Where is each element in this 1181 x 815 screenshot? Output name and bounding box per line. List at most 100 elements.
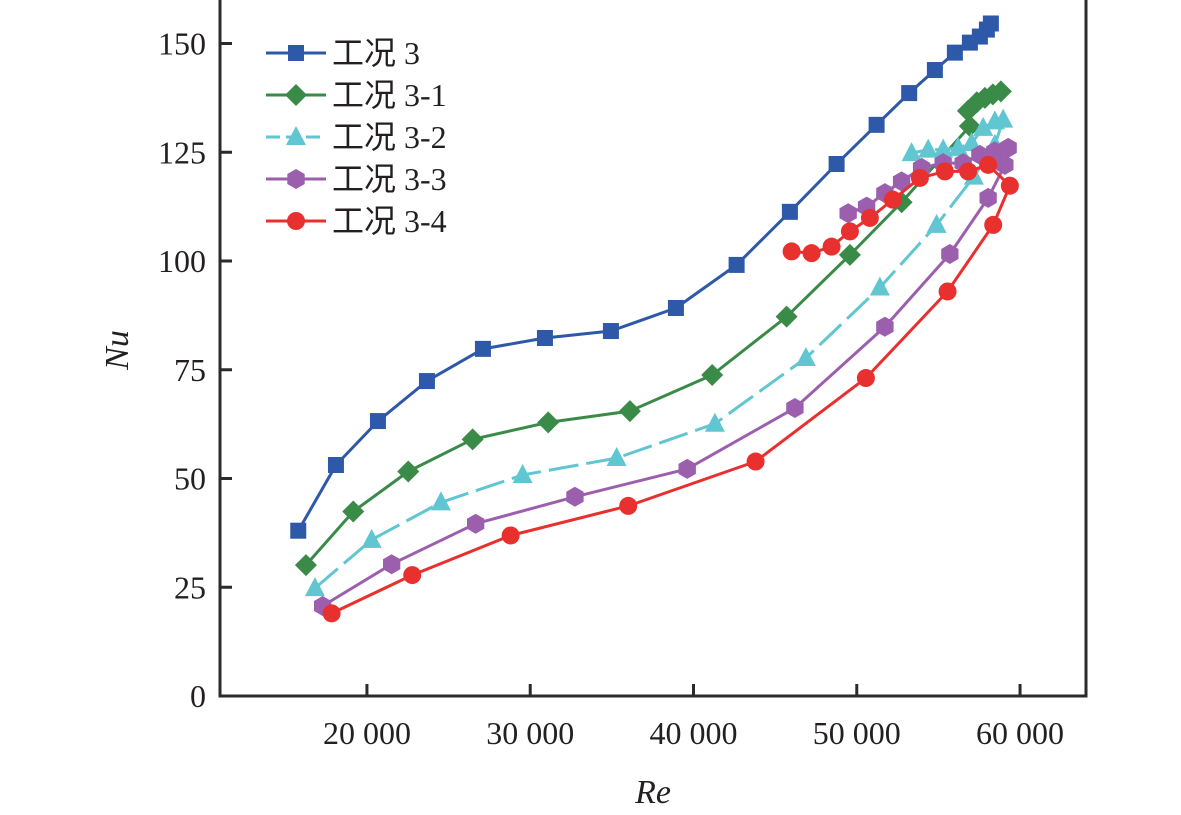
x-tick-label: 20 000 bbox=[323, 715, 411, 751]
data-point bbox=[403, 566, 422, 585]
data-point bbox=[397, 460, 420, 483]
data-point bbox=[876, 316, 894, 337]
y-tick-label: 50 bbox=[174, 461, 206, 497]
legend-item: 工况 3-2 bbox=[266, 119, 447, 155]
legend-label: 工况 3-3 bbox=[332, 161, 447, 197]
data-point bbox=[304, 577, 325, 597]
data-point bbox=[868, 116, 885, 133]
series-1 bbox=[290, 15, 999, 539]
legend-label: 工况 3 bbox=[332, 35, 420, 71]
series-layer bbox=[290, 15, 1019, 623]
data-point bbox=[1000, 176, 1019, 195]
x-tick-label: 50 000 bbox=[813, 715, 901, 751]
data-point bbox=[369, 413, 386, 430]
data-point bbox=[501, 526, 520, 545]
data-point bbox=[901, 85, 918, 102]
data-point bbox=[979, 155, 998, 174]
data-point bbox=[430, 491, 451, 511]
series-4 bbox=[314, 137, 1017, 616]
data-point bbox=[973, 116, 994, 136]
data-point bbox=[901, 142, 922, 162]
legend-item: 工况 3-4 bbox=[266, 203, 447, 239]
legend: 工况 3 工况 3-1 工况 3-2 工况 3-3 工况 3-4 bbox=[266, 35, 447, 239]
data-point bbox=[536, 329, 553, 346]
data-point bbox=[728, 256, 745, 273]
data-point bbox=[294, 554, 317, 577]
data-point bbox=[979, 187, 997, 208]
data-point bbox=[342, 500, 365, 523]
data-point bbox=[892, 171, 911, 192]
data-point bbox=[910, 168, 929, 187]
data-point bbox=[828, 155, 845, 172]
y-tick-label: 150 bbox=[158, 26, 206, 62]
series-5 bbox=[322, 155, 1019, 623]
data-point bbox=[989, 80, 1012, 103]
data-point bbox=[619, 496, 638, 515]
legend-marker bbox=[286, 126, 306, 145]
data-point bbox=[958, 115, 981, 138]
legend-item: 工况 3-3 bbox=[266, 161, 447, 197]
x-tick-label: 30 000 bbox=[486, 715, 574, 751]
data-point bbox=[959, 162, 978, 181]
data-point bbox=[786, 398, 804, 418]
data-point bbox=[941, 244, 959, 264]
plot-frame bbox=[218, 0, 1088, 698]
data-point bbox=[602, 323, 619, 340]
data-point bbox=[322, 604, 341, 623]
legend-item: 工况 3 bbox=[266, 35, 420, 71]
x-tick-label: 40 000 bbox=[649, 715, 737, 751]
data-point bbox=[383, 554, 401, 575]
data-point bbox=[926, 213, 947, 233]
data-point bbox=[461, 428, 484, 451]
data-point bbox=[467, 513, 485, 534]
data-point bbox=[856, 369, 875, 388]
data-point bbox=[678, 458, 696, 479]
data-point bbox=[938, 282, 957, 301]
data-point bbox=[361, 528, 382, 548]
axes-layer: 20 000 30 000 40 000 50 000 60 000 0 25 50 75 100… bbox=[158, 0, 1088, 751]
data-point bbox=[606, 447, 627, 467]
x-tick-label: 60 000 bbox=[976, 715, 1064, 751]
data-point bbox=[869, 276, 890, 296]
y-axis-title: Nu bbox=[99, 330, 136, 371]
data-point bbox=[918, 138, 939, 158]
legend-marker bbox=[288, 45, 304, 61]
series-2 bbox=[294, 80, 1012, 577]
data-point bbox=[802, 244, 821, 263]
data-point bbox=[926, 62, 943, 79]
data-point bbox=[996, 154, 1014, 175]
data-point bbox=[704, 412, 725, 432]
legend-item: 工况 3-1 bbox=[266, 77, 447, 113]
data-point bbox=[838, 243, 861, 266]
y-tick-label: 125 bbox=[158, 134, 206, 170]
data-point bbox=[961, 132, 982, 152]
data-point bbox=[840, 222, 859, 241]
legend-label: 工况 3-4 bbox=[332, 203, 447, 239]
data-point bbox=[860, 208, 879, 227]
data-point bbox=[701, 363, 724, 386]
data-point bbox=[537, 411, 560, 434]
data-point bbox=[566, 486, 584, 507]
data-point bbox=[327, 457, 344, 474]
y-tick-label: 75 bbox=[174, 352, 206, 388]
data-point bbox=[618, 400, 641, 423]
y-tick-label: 100 bbox=[158, 243, 206, 279]
data-point bbox=[822, 237, 841, 256]
data-point bbox=[781, 203, 798, 220]
data-point bbox=[935, 162, 954, 181]
data-point bbox=[982, 15, 999, 32]
data-point bbox=[667, 299, 684, 316]
data-point bbox=[946, 44, 963, 61]
data-point bbox=[775, 305, 798, 328]
data-point bbox=[512, 464, 533, 484]
legend-label: 工况 3-2 bbox=[332, 119, 447, 155]
legend-marker bbox=[287, 169, 305, 189]
legend-marker bbox=[285, 84, 307, 106]
data-point bbox=[418, 373, 435, 390]
data-point bbox=[984, 215, 1003, 234]
y-tick-label: 25 bbox=[174, 569, 206, 605]
data-point bbox=[782, 242, 801, 261]
data-point bbox=[290, 522, 307, 539]
data-point bbox=[746, 452, 765, 471]
